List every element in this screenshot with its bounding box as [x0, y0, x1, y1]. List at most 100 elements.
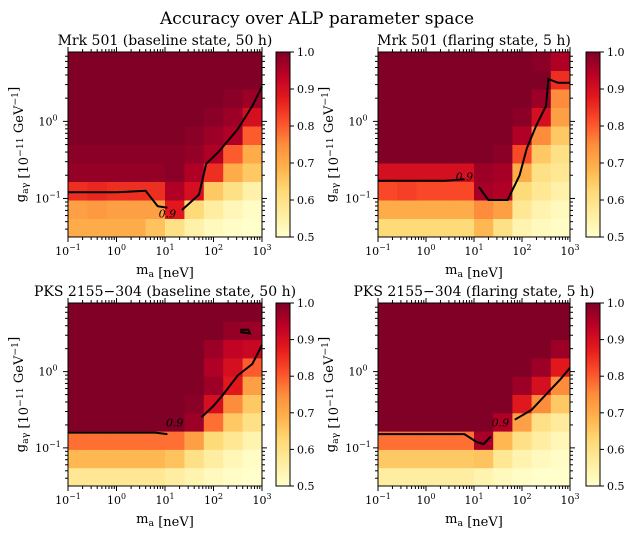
y-tick-label: 10−1: [345, 190, 371, 205]
heatmap-cell: [455, 413, 475, 432]
heatmap-cell: [146, 449, 166, 468]
heatmap-cell: [87, 219, 107, 238]
heatmap-cell: [474, 340, 494, 359]
heatmap-cell: [87, 163, 107, 182]
y-tick-label: 100: [348, 364, 367, 379]
heatmap-cell: [493, 52, 513, 71]
heatmap-cell: [436, 321, 456, 340]
x-tick-label: 100: [107, 492, 126, 507]
heatmap-cell: [146, 71, 166, 90]
heatmap-cell: [146, 321, 166, 340]
heatmap-cell: [436, 108, 456, 127]
heatmap-cell: [204, 358, 224, 377]
heatmap-cell: [378, 182, 398, 201]
heatmap-cell: [87, 431, 107, 450]
heatmap-cell: [126, 468, 146, 487]
heatmap-cell: [397, 449, 417, 468]
heatmap-cell: [165, 182, 185, 201]
x-tick-label: 10−1: [55, 243, 81, 258]
heatmap-cell: [223, 182, 243, 201]
heatmap-cell: [532, 52, 552, 71]
heatmap-cell: [551, 219, 571, 238]
x-tick-label: 102: [512, 492, 531, 507]
heatmap-cell: [551, 468, 571, 487]
heatmap-cell: [532, 395, 552, 414]
heatmap-cell: [551, 52, 571, 71]
contour-label: 0.9: [159, 208, 177, 221]
heatmap-cell: [436, 468, 456, 487]
colorbar-tick-label: 0.9: [297, 83, 315, 96]
heatmap-cell: [493, 358, 513, 377]
panel-title: PKS 2155−304 (baseline state, 50 h): [34, 284, 296, 300]
colorbar-tick-label: 0.7: [297, 407, 315, 420]
x-tick-label: 10−1: [55, 492, 81, 507]
heatmap-cell: [165, 163, 185, 182]
heatmap-cell: [532, 182, 552, 201]
heatmap-cell: [512, 449, 532, 468]
heatmap-cell: [455, 468, 475, 487]
heatmap-cell: [223, 431, 243, 450]
heatmap-cell: [532, 303, 552, 322]
heatmap-cell: [184, 163, 204, 182]
heatmap-cell: [416, 358, 436, 377]
heatmap-cell: [512, 219, 532, 238]
heatmap-cell: [184, 108, 204, 127]
heatmap-cell: [165, 52, 185, 71]
heatmap-cell: [126, 321, 146, 340]
panel-1: Mrk 501 (baseline state, 50 h) 0.9 10−1 100…: [7, 33, 315, 281]
heatmap-cell: [397, 108, 417, 127]
heatmap-cell: [493, 182, 513, 201]
heatmap-cell: [474, 431, 494, 450]
heatmap-cell: [204, 71, 224, 90]
heatmap-cell: [455, 358, 475, 377]
panel-title: Mrk 501 (flaring state, 5 h): [377, 33, 571, 49]
heatmap-cell: [107, 376, 127, 395]
y-axis-label: gaγ [10−11 GeV−1]: [7, 87, 32, 202]
heatmap-cell: [165, 358, 185, 377]
heatmap-cell: [493, 340, 513, 359]
heatmap-cell: [146, 376, 166, 395]
heatmap-cell: [397, 126, 417, 145]
heatmap-cell: [184, 395, 204, 414]
heatmap-cell: [397, 145, 417, 164]
heatmap-cell: [204, 163, 224, 182]
x-tick-label: 103: [252, 243, 271, 258]
colorbar-tick-label: 1.0: [607, 46, 625, 59]
heatmap-cell: [416, 303, 436, 322]
heatmap-cell: [551, 395, 571, 414]
heatmap-cell: [126, 395, 146, 414]
heatmap-cell: [184, 52, 204, 71]
heatmap-cell: [184, 358, 204, 377]
heatmap-cell: [474, 182, 494, 201]
heatmap-cell: [551, 321, 571, 340]
heatmap-cell: [184, 431, 204, 450]
heatmap-cell: [204, 145, 224, 164]
heatmap-cell: [378, 468, 398, 487]
heatmap-cell: [532, 340, 552, 359]
heatmap-cell: [378, 89, 398, 108]
heatmap-cell: [416, 468, 436, 487]
heatmap-cell: [416, 182, 436, 201]
heatmap-cell: [474, 108, 494, 127]
heatmap-cell: [474, 376, 494, 395]
heatmap-cell: [532, 200, 552, 219]
heatmap-cell: [378, 108, 398, 127]
heatmap-cell: [68, 126, 88, 145]
heatmap-cell: [551, 108, 571, 127]
heatmap-cell: [378, 52, 398, 71]
colorbar-tick-label: 0.5: [297, 231, 315, 244]
heatmap-cell: [397, 89, 417, 108]
heatmap-cell: [416, 340, 436, 359]
heatmap-cell: [551, 431, 571, 450]
y-axis-label: gaγ [10−11 GeV−1]: [317, 337, 342, 452]
heatmap-cell: [243, 126, 263, 145]
heatmap-cell: [243, 413, 263, 432]
x-tick-label: 10−1: [365, 243, 391, 258]
heatmap-cell: [165, 449, 185, 468]
heatmap-cell: [87, 108, 107, 127]
x-tick-label: 100: [107, 243, 126, 258]
heatmap-cell: [416, 71, 436, 90]
heatmap-cell: [455, 395, 475, 414]
heatmap-cell: [416, 108, 436, 127]
x-tick-label: 101: [155, 243, 174, 258]
